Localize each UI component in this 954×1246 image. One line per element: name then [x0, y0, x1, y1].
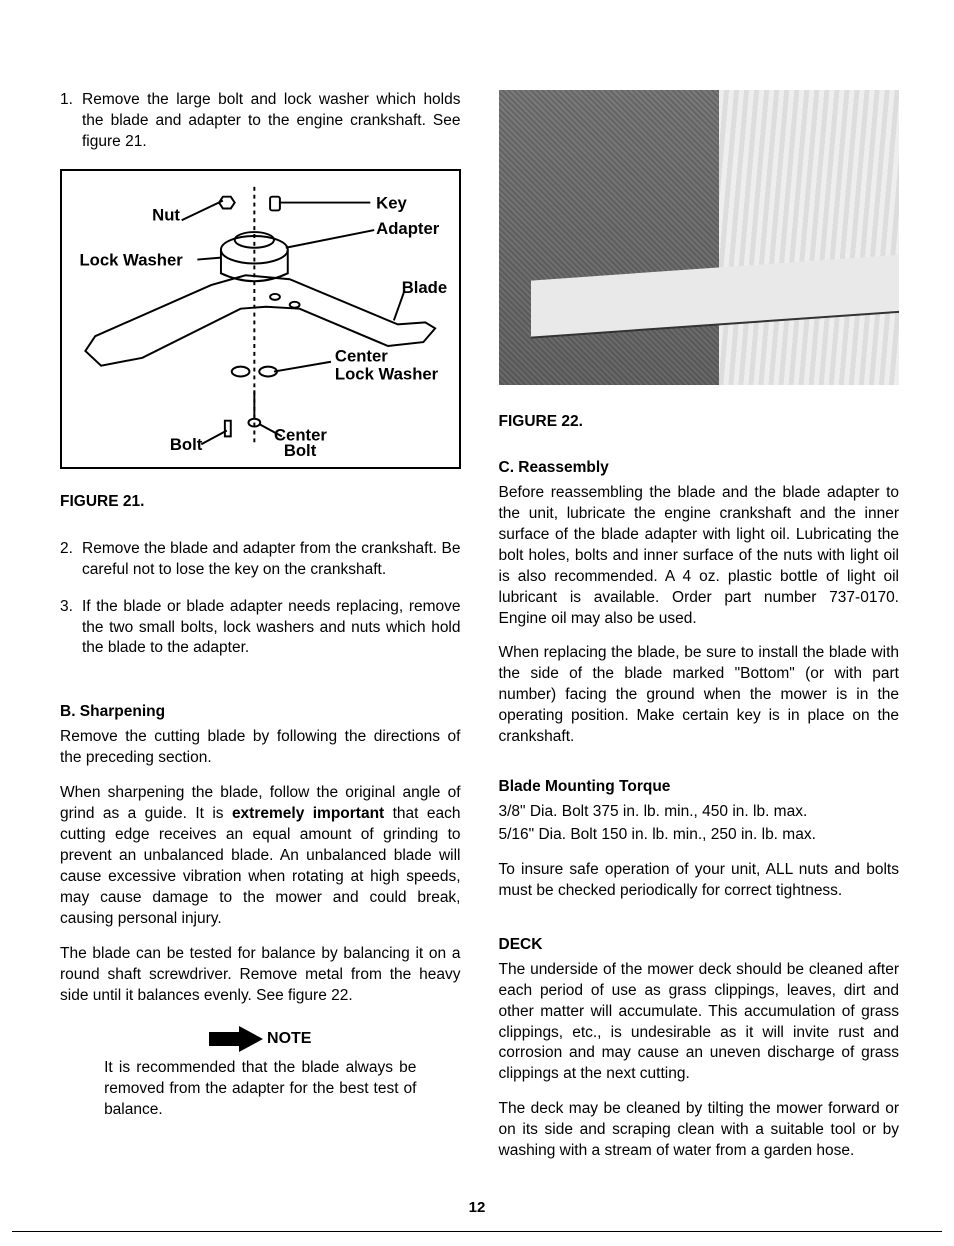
list-number: 2. [60, 539, 82, 581]
paragraph: The underside of the mower deck should b… [499, 960, 900, 1086]
paragraph: To insure safe operation of your unit, A… [499, 860, 900, 902]
label-blade: Blade [402, 278, 447, 297]
label-lockwasher: Lock Washer [79, 250, 183, 269]
label-nut: Nut [152, 205, 180, 224]
list-text: Remove the large bolt and lock washer wh… [82, 90, 461, 153]
label-center-lw2: Lock Washer [335, 364, 439, 383]
paragraph: The blade can be tested for balance by b… [60, 944, 461, 1007]
figure-21-caption: FIGURE 21. [60, 493, 461, 511]
list-text: Remove the blade and adapter from the cr… [82, 539, 461, 581]
section-b-heading: B. Sharpening [60, 703, 461, 721]
figure-22-caption: FIGURE 22. [499, 413, 900, 431]
label-center-lw1: Center [335, 347, 388, 366]
list-text: If the blade or blade adapter needs repl… [82, 597, 461, 660]
page-rule [12, 1231, 942, 1232]
right-column: FIGURE 22. C. Reassembly Before reassemb… [499, 90, 900, 1176]
note-label: NOTE [267, 1030, 311, 1048]
label-adapter: Adapter [376, 219, 440, 238]
paragraph: When sharpening the blade, follow the or… [60, 783, 461, 929]
list-item: 3. If the blade or blade adapter needs r… [60, 597, 461, 660]
figure-21-diagram: Nut Key Adapter Lock Washer Blade Center… [60, 169, 461, 469]
deck-heading: DECK [499, 936, 900, 954]
figure-22-photo [499, 90, 900, 385]
torque-line: 3/8" Dia. Bolt 375 in. lb. min., 450 in.… [499, 802, 900, 823]
text-run: that each cutting edge receives an equal… [60, 805, 461, 927]
torque-heading: Blade Mounting Torque [499, 778, 900, 796]
arrow-icon [209, 1026, 263, 1052]
label-centerbolt2: Bolt [284, 441, 317, 459]
paragraph: Before reassembling the blade and the bl… [499, 483, 900, 629]
paragraph: The deck may be cleaned by tilting the m… [499, 1099, 900, 1162]
paragraph: Remove the cutting blade by following th… [60, 727, 461, 769]
list-number: 3. [60, 597, 82, 660]
left-column: 1. Remove the large bolt and lock washer… [60, 90, 461, 1176]
page-number: 12 [0, 1199, 954, 1216]
list-item: 2. Remove the blade and adapter from the… [60, 539, 461, 581]
list-number: 1. [60, 90, 82, 153]
torque-line: 5/16" Dia. Bolt 150 in. lb. min., 250 in… [499, 825, 900, 846]
note-body: It is recommended that the blade always … [104, 1058, 416, 1121]
list-item: 1. Remove the large bolt and lock washer… [60, 90, 461, 153]
note-block: NOTE It is recommended that the blade al… [104, 1026, 416, 1121]
paragraph: When replacing the blade, be sure to ins… [499, 643, 900, 748]
label-key: Key [376, 193, 407, 212]
text-run-bold: extremely important [232, 805, 384, 822]
section-c-heading: C. Reassembly [499, 459, 900, 477]
label-bolt: Bolt [170, 435, 203, 454]
